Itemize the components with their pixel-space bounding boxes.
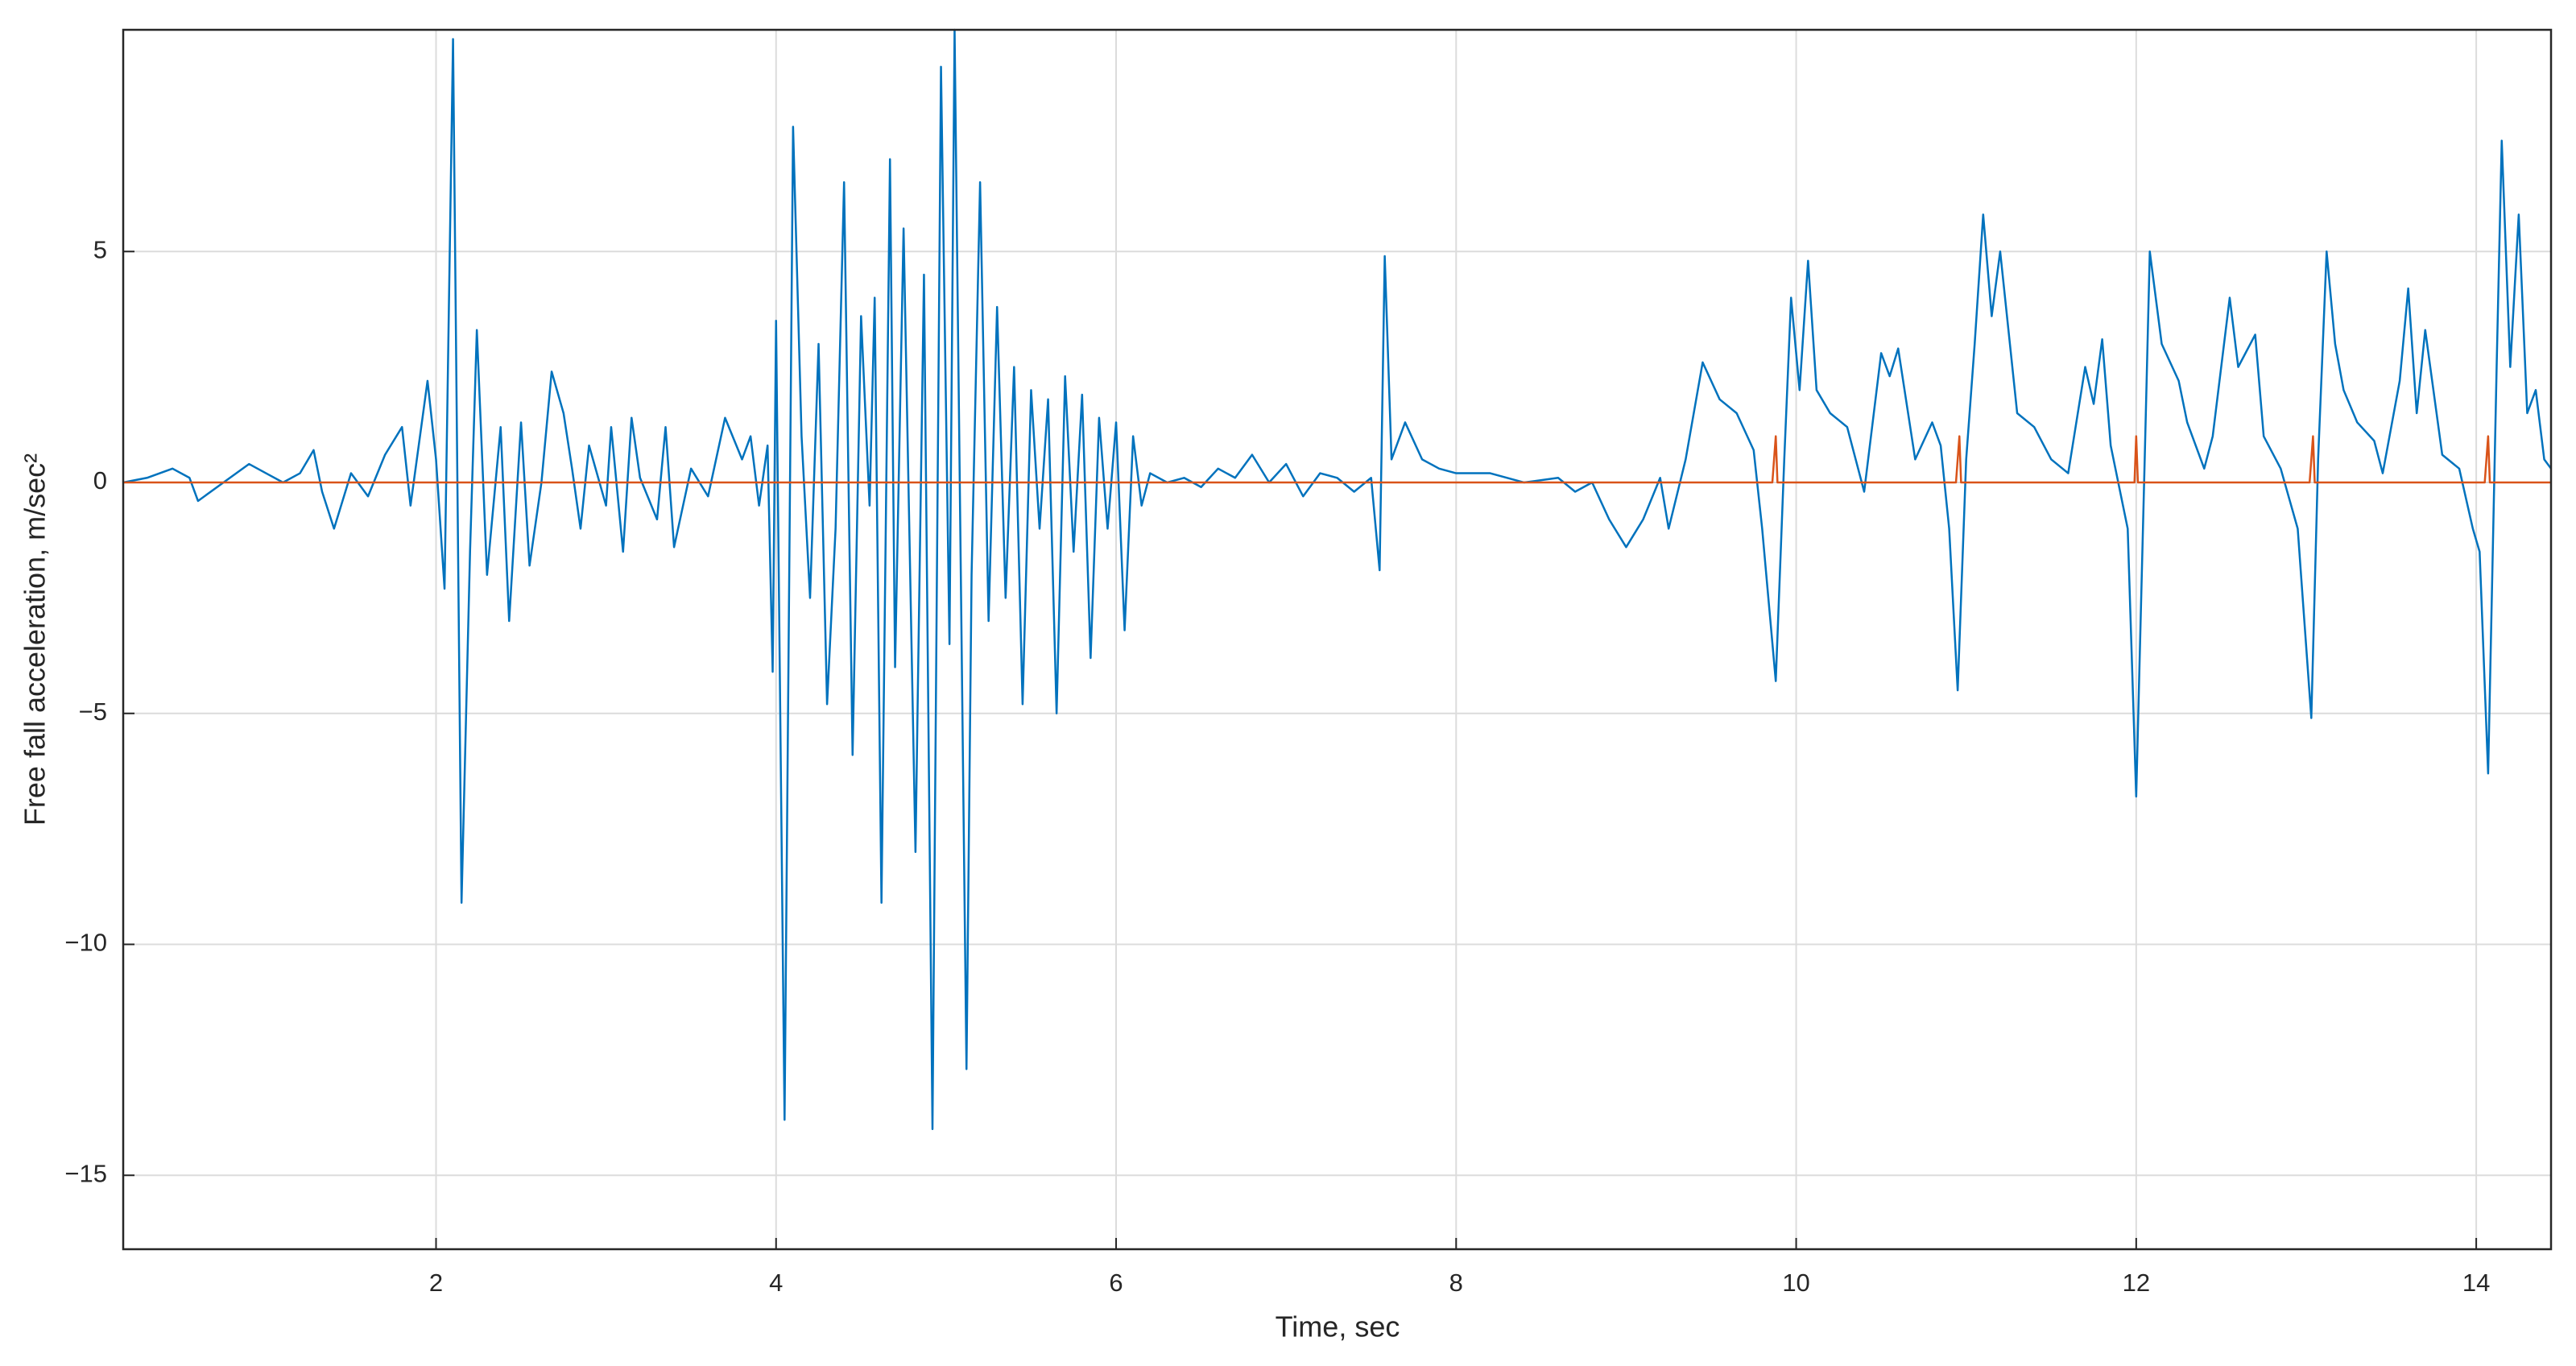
- grid-layer: [123, 30, 2551, 1249]
- x-tick-label: 4: [769, 1269, 783, 1297]
- y-tick-label: 0: [93, 466, 107, 495]
- y-tick-label: 5: [93, 235, 107, 263]
- y-axis-label: Free fall acceleration, m/sec²: [19, 453, 52, 826]
- x-axis-label: Time, sec: [1276, 1310, 1400, 1343]
- data-line: [122, 28, 2553, 1131]
- data-line: [123, 435, 2551, 484]
- y-tick-label: −15: [64, 1159, 107, 1187]
- y-tick-label: −10: [64, 929, 107, 957]
- x-tick-label: 6: [1109, 1269, 1123, 1297]
- y-tick-label: −5: [79, 697, 107, 726]
- x-tick-label: 14: [2462, 1269, 2490, 1297]
- x-tick-label: 2: [429, 1269, 443, 1297]
- plot-layer: [122, 28, 2553, 1131]
- axes-box: [122, 28, 2553, 1251]
- x-tick-label: 8: [1449, 1269, 1463, 1297]
- x-tick-label: 10: [1782, 1269, 1809, 1297]
- x-tick-label: 12: [2123, 1269, 2150, 1297]
